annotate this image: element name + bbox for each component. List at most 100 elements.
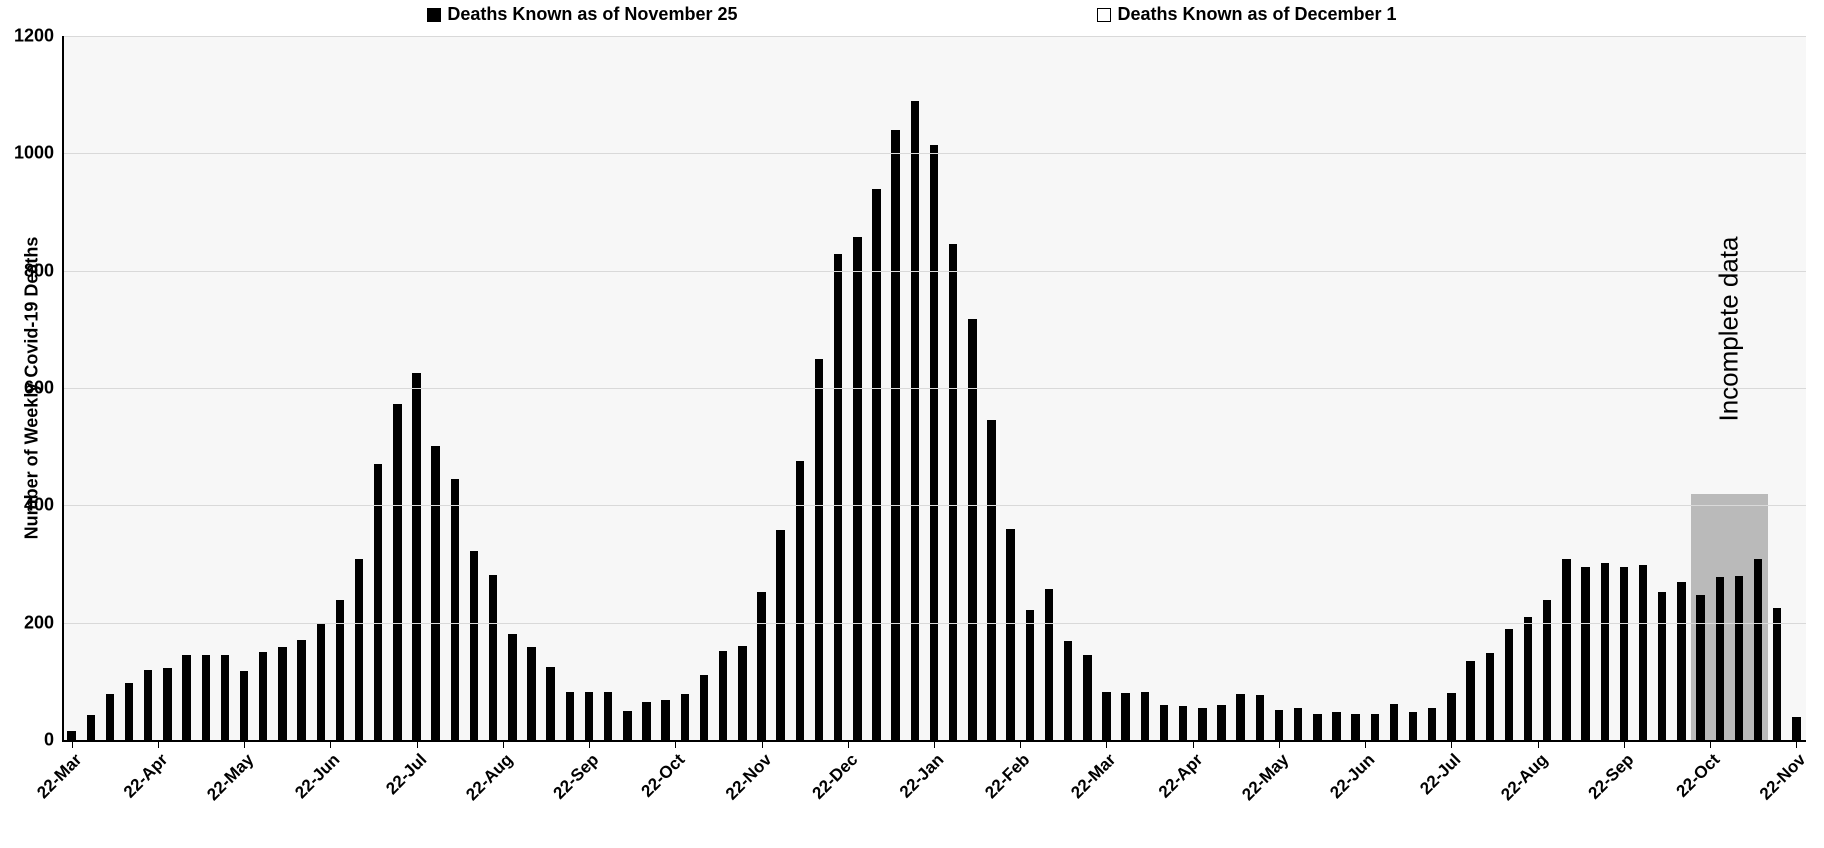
bar <box>1006 529 1014 740</box>
bar <box>1466 661 1474 740</box>
bar <box>1371 714 1379 740</box>
bar <box>1236 694 1244 740</box>
bar <box>700 675 708 740</box>
legend: Deaths Known as of November 25 Deaths Kn… <box>0 4 1824 25</box>
bar <box>834 254 842 740</box>
x-tick-label: 22-Jun <box>1326 750 1379 803</box>
bar <box>1505 629 1513 740</box>
x-tick-label: 22-Mar <box>1068 750 1121 803</box>
bar <box>278 647 286 740</box>
bar <box>1562 559 1570 740</box>
bar <box>1447 693 1455 740</box>
bar <box>1141 692 1149 740</box>
bar <box>757 592 765 740</box>
bar <box>1716 577 1724 740</box>
bar <box>1351 714 1359 740</box>
bar <box>1486 653 1494 740</box>
bar <box>297 640 305 740</box>
gridline <box>62 153 1806 154</box>
bar <box>221 655 229 740</box>
bar <box>106 694 114 740</box>
bar <box>489 575 497 740</box>
legend-label-nov25: Deaths Known as of November 25 <box>447 4 737 25</box>
bar <box>681 694 689 740</box>
bar <box>431 446 439 741</box>
x-tick-label: 22-Apr <box>120 750 172 802</box>
bar <box>1658 592 1666 740</box>
x-tick-label: 22-Aug <box>1497 750 1552 805</box>
bar <box>1696 595 1704 740</box>
bar <box>1773 608 1781 740</box>
bar <box>163 668 171 740</box>
x-tick-label: 22-May <box>1238 750 1293 805</box>
x-tick-label: 22-Jun <box>292 750 345 803</box>
bar <box>470 551 478 740</box>
bar <box>623 711 631 740</box>
y-tick-label: 1200 <box>14 26 62 47</box>
bar <box>930 145 938 740</box>
bar <box>949 244 957 740</box>
bar <box>546 667 554 740</box>
x-tick-label: 22-Apr <box>1155 750 1207 802</box>
bar <box>182 655 190 740</box>
x-tick-label: 22-May <box>203 750 258 805</box>
bar <box>815 359 823 740</box>
bar <box>642 702 650 740</box>
x-tick-label: 22-Oct <box>1673 750 1725 802</box>
bar <box>393 404 401 740</box>
bar <box>336 600 344 740</box>
x-tick-label: 22-Feb <box>981 750 1034 803</box>
bar <box>1792 717 1800 740</box>
bar <box>891 130 899 740</box>
legend-label-dec1: Deaths Known as of December 1 <box>1117 4 1396 25</box>
bar <box>776 530 784 740</box>
bar <box>1198 708 1206 740</box>
y-tick-label: 1000 <box>14 143 62 164</box>
bar <box>527 647 535 740</box>
bar <box>719 651 727 740</box>
bar <box>355 559 363 740</box>
bar <box>1639 565 1647 740</box>
bar <box>1179 706 1187 740</box>
bar <box>1275 710 1283 741</box>
bar <box>585 692 593 740</box>
plot-area: 22-Mar22-Apr22-May22-Jun22-Jul22-Aug22-S… <box>62 36 1806 740</box>
legend-swatch-dec1 <box>1097 8 1111 22</box>
bar <box>508 634 516 740</box>
x-tick-label: 22-Aug <box>462 750 517 805</box>
bar <box>911 101 919 740</box>
bar <box>1217 705 1225 740</box>
x-tick-label: 22-Jul <box>382 750 431 799</box>
gridline <box>62 740 1806 742</box>
bar <box>1524 617 1532 740</box>
bar <box>144 670 152 740</box>
bar <box>1601 563 1609 740</box>
gridline <box>62 271 1806 272</box>
bar <box>1754 559 1762 740</box>
bar <box>1121 693 1129 740</box>
bar <box>1102 692 1110 740</box>
bar <box>738 646 746 740</box>
legend-item-dec1: Deaths Known as of December 1 <box>1097 4 1396 25</box>
legend-item-nov25: Deaths Known as of November 25 <box>427 4 737 25</box>
bar <box>1428 708 1436 740</box>
bar <box>67 731 75 740</box>
bar <box>1160 705 1168 740</box>
bar <box>1294 708 1302 740</box>
bar <box>202 655 210 740</box>
x-tick-label: 22-Dec <box>808 750 862 804</box>
x-tick-label: 22-Sep <box>550 750 604 804</box>
bar <box>87 715 95 740</box>
bar <box>1677 582 1685 740</box>
bar <box>796 461 804 740</box>
bar <box>1256 695 1264 740</box>
covid-deaths-chart: Deaths Known as of November 25 Deaths Kn… <box>0 0 1824 848</box>
bar <box>412 373 420 740</box>
x-tick-label: 22-Oct <box>638 750 690 802</box>
bar <box>1064 641 1072 740</box>
bar <box>1026 610 1034 740</box>
bar <box>259 652 267 740</box>
bar <box>661 700 669 740</box>
x-tick-label: 22-Jan <box>896 750 948 802</box>
incomplete-data-label: Incomplete data <box>1714 237 1745 422</box>
